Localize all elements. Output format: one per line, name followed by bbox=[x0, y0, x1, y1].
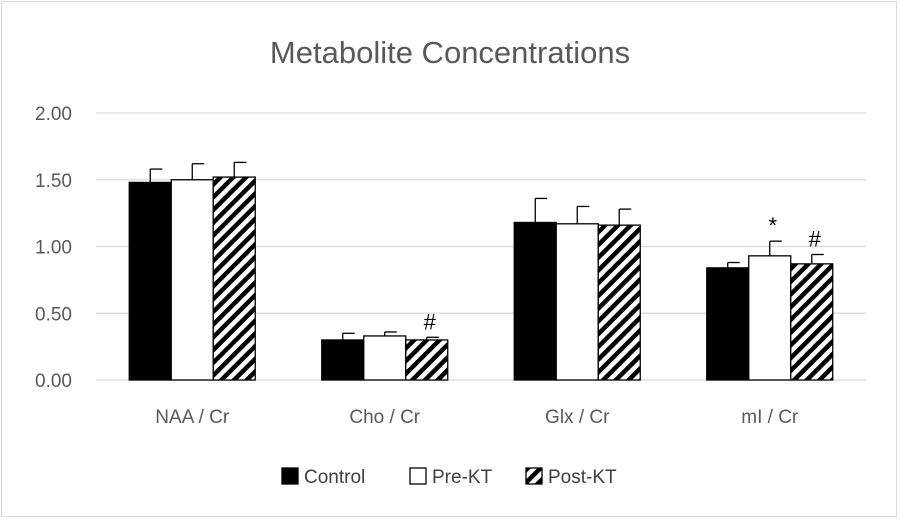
bar-pre-kt bbox=[363, 335, 407, 381]
legend-swatch-pre-kt bbox=[409, 467, 427, 485]
y-tick-label: 2.00 bbox=[35, 104, 72, 125]
bar-control bbox=[128, 181, 172, 381]
bar-pre-kt bbox=[170, 179, 214, 381]
legend-label-pre-kt: Pre-KT bbox=[432, 467, 493, 488]
x-tick-label: Cho / Cr bbox=[349, 407, 420, 428]
legend-label-control: Control bbox=[304, 467, 365, 488]
y-tick-label: 1.00 bbox=[35, 238, 72, 259]
bar-pre-kt bbox=[748, 255, 792, 381]
bar-pre-kt bbox=[555, 223, 599, 381]
y-axis-ticks: 0.00 0.50 1.00 1.50 2.00 bbox=[35, 104, 72, 392]
x-axis-ticks: NAA / Cr Cho / Cr Glx / Cr mI / Cr bbox=[155, 407, 799, 428]
significance-marker: # bbox=[809, 227, 822, 252]
bar-control bbox=[321, 339, 365, 381]
x-tick-label: Glx / Cr bbox=[545, 407, 610, 428]
significance-marker: * bbox=[768, 213, 777, 238]
chart-title: Metabolite Concentrations bbox=[270, 35, 630, 70]
x-tick-label: mI / Cr bbox=[741, 407, 799, 428]
bar-series: # * # bbox=[128, 161, 834, 381]
y-tick-label: 0.00 bbox=[35, 371, 72, 392]
y-tick-label: 1.50 bbox=[35, 171, 72, 192]
bar-post-kt bbox=[405, 339, 449, 381]
bar-control bbox=[513, 221, 557, 381]
bar-post-kt bbox=[212, 176, 256, 381]
legend-label-post-kt: Post-KT bbox=[548, 467, 617, 488]
x-tick-label: NAA / Cr bbox=[155, 407, 230, 428]
bar-post-kt bbox=[790, 263, 834, 381]
significance-marker: # bbox=[424, 309, 437, 334]
y-tick-label: 0.50 bbox=[35, 304, 72, 325]
bar-post-kt bbox=[597, 224, 641, 381]
bar-control bbox=[706, 267, 750, 381]
legend-swatch-control bbox=[281, 467, 299, 485]
legend-swatch-post-kt bbox=[525, 467, 543, 485]
legend: Control Pre-KT Post-KT bbox=[281, 467, 617, 488]
